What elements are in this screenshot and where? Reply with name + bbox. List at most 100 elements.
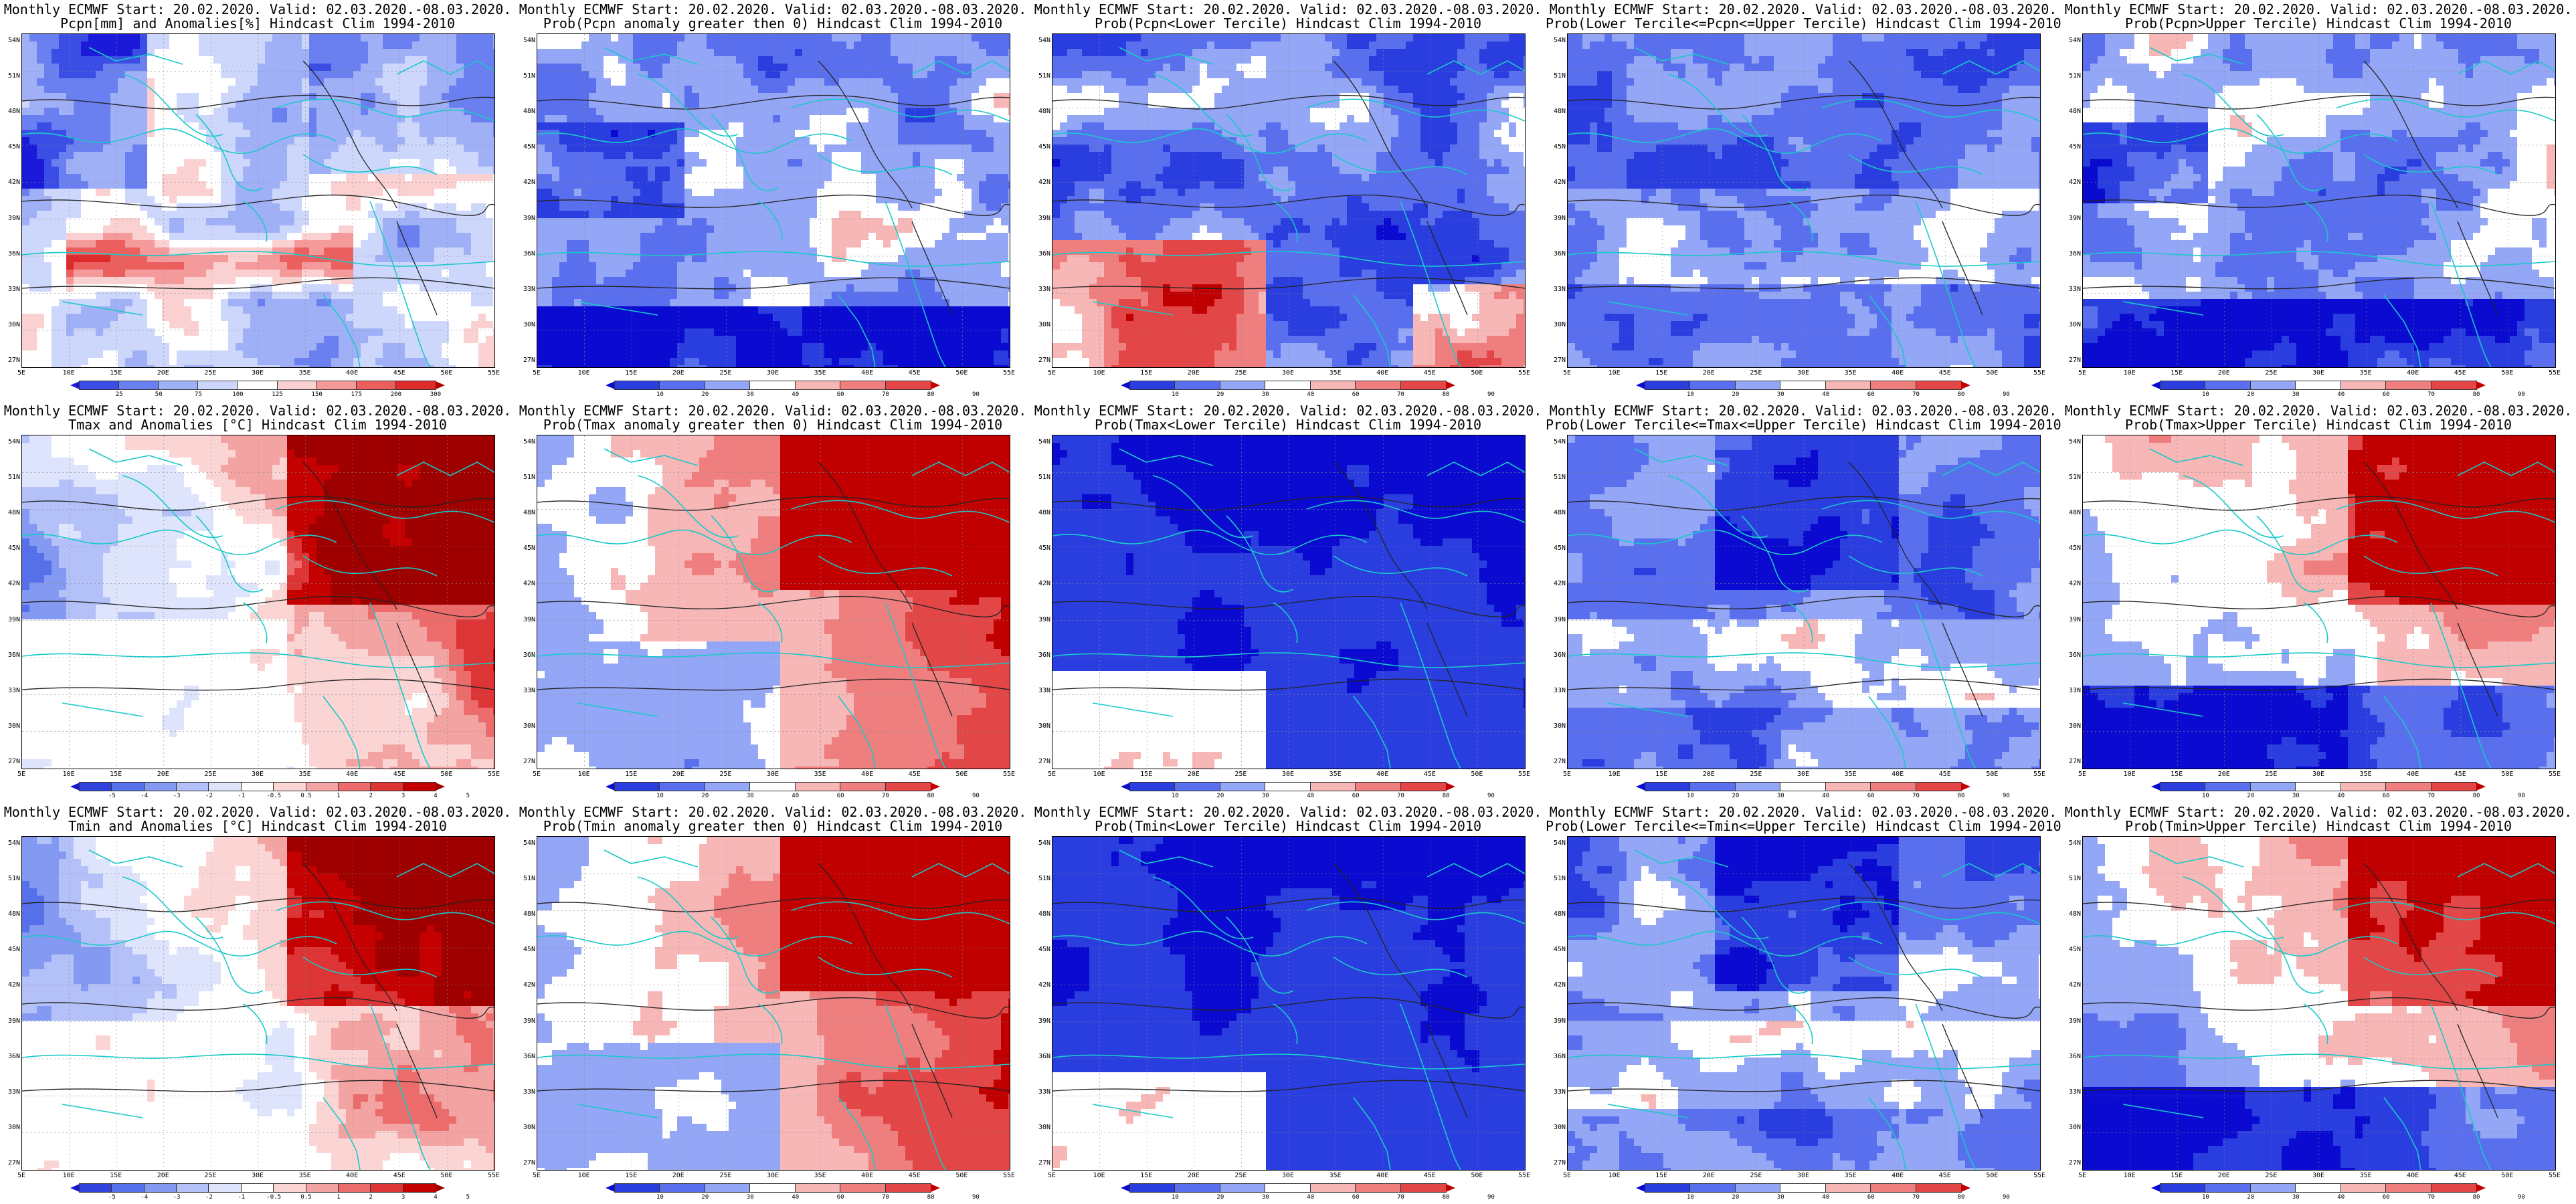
colorbar-tick-label: 2 [369, 793, 373, 799]
colorbar-tick-label: 80 [2473, 1194, 2480, 1201]
contour-line [1568, 678, 2040, 691]
latitude-label: 48N [517, 911, 535, 918]
coastline [1942, 462, 2040, 476]
colorbar-segment [1129, 782, 1176, 791]
longitude-label: 10E [574, 771, 594, 778]
latitude-label: 42N [2062, 982, 2081, 989]
panel-title-line2: Prob(Pcpn anomaly greater then 0) Hindca… [515, 16, 1030, 31]
colorbar-segment [614, 1183, 661, 1193]
colorbar [1636, 381, 1970, 390]
colorbar-tick-label: 60 [2383, 793, 2390, 799]
colorbar-segment [1780, 1183, 1827, 1193]
latitude-label: 45N [1, 946, 20, 953]
colorbar-tick-label: 10 [1687, 1194, 1694, 1201]
longitude-label: 15E [621, 370, 641, 377]
coastline [2363, 555, 2498, 577]
longitude-label: 10E [1089, 771, 1109, 778]
colorbar-tick-label: 10 [1172, 793, 1179, 799]
colorbar-segment [2295, 1183, 2342, 1193]
latitude-label: 36N [2062, 651, 2081, 659]
longitude-label: 35E [1325, 370, 1346, 377]
colorbar [1636, 782, 1970, 791]
colorbar-tick-label: 10 [656, 793, 664, 799]
longitude-label: 30E [1793, 370, 1813, 377]
longitude-label: 40E [2403, 1173, 2423, 1179]
longitude-label: 55E [999, 370, 1019, 377]
colorbar-segment [1219, 381, 1267, 390]
longitude-label: 10E [1089, 1173, 1109, 1179]
coastline [2149, 448, 2244, 466]
longitude-label: 35E [1841, 370, 1861, 377]
coastline [2083, 652, 2555, 668]
contour-line [22, 496, 494, 511]
latitude-label: 48N [2062, 510, 2081, 516]
contour-line [1427, 221, 1468, 316]
colorbar-segment [2249, 782, 2297, 791]
coastline [2083, 930, 2398, 957]
contour-line [2083, 897, 2555, 912]
colorbar-segment [749, 782, 796, 791]
colorbar-segment [402, 1183, 436, 1193]
latitude-label: 54N [1547, 439, 1566, 445]
longitude-label: 5E [1042, 370, 1062, 377]
contour-line [396, 221, 438, 316]
latitude-label: 39N [517, 616, 535, 623]
colorbar-arrow-left [1121, 1184, 1130, 1192]
longitude-label: 40E [857, 1173, 877, 1179]
panel-title-line2: Prob(Pcpn>Upper Tercile) Hindcast Clim 1… [2061, 16, 2576, 31]
coastline [2303, 1003, 2328, 1045]
colorbar-tick-label: 30 [2292, 1194, 2300, 1201]
colorbar-arrow-left [1121, 381, 1130, 389]
contour-line [1848, 863, 1943, 1011]
colorbar [70, 782, 445, 791]
panel-title-line1: Monthly ECMWF Start: 20.02.2020. Valid: … [2061, 403, 2576, 418]
coastline [195, 515, 264, 593]
colorbar-segment [1825, 381, 1872, 390]
colorbar-segment [1689, 1183, 1736, 1193]
contour-line [22, 897, 494, 912]
colorbar-segment [276, 381, 318, 390]
latitude-label: 36N [517, 1053, 535, 1060]
colorbar-segment [2205, 1183, 2251, 1193]
latitude-label: 39N [2062, 616, 2081, 623]
coastline [1119, 448, 1214, 466]
longitude-label: 30E [248, 1173, 268, 1179]
coastline [1915, 1003, 1976, 1170]
coastline [1273, 602, 1298, 643]
longitude-label: 35E [2356, 1173, 2376, 1179]
latitude-label: 45N [2062, 545, 2081, 552]
map-panel: Monthly ECMWF Start: 20.02.2020. Valid: … [1030, 0, 1546, 401]
colorbar-segment [2340, 782, 2387, 791]
colorbar [1121, 381, 1455, 390]
longitude-label: 40E [1372, 370, 1392, 377]
colorbar-tick-label: 30 [2292, 391, 2300, 398]
field-shading [1568, 837, 2040, 1170]
longitude-label: 5E [1042, 1173, 1062, 1179]
coastline [1226, 515, 1294, 593]
coastline [302, 555, 438, 577]
coastline [88, 47, 183, 65]
longitude-label: 10E [59, 771, 79, 778]
colorbar [2151, 1183, 2486, 1193]
forecast-map [1567, 33, 2041, 368]
panel-title-line2: Prob(Tmax anomaly greater then 0) Hindca… [515, 417, 1030, 432]
colorbar-arrow-right [1960, 783, 1970, 791]
colorbar-tick-label: 10 [2202, 793, 2209, 799]
coastline [577, 301, 658, 316]
colorbar [1121, 1183, 1455, 1193]
latitude-label: 27N [1, 357, 20, 364]
colorbar-tick-label: 60 [837, 793, 844, 799]
latitude-label: 51N [1547, 73, 1566, 80]
colorbar-segment [1644, 782, 1691, 791]
longitude-label: 20E [668, 771, 688, 778]
colorbar-tick-label: 80 [1443, 391, 1450, 398]
coastline [1821, 98, 2040, 122]
coastline [1306, 901, 1525, 924]
coastline [2383, 1097, 2421, 1170]
field-shading [1568, 435, 2040, 769]
colorbar-arrow-right [1445, 1184, 1455, 1192]
contour-line [2083, 997, 2555, 1019]
panel-title-line1: Monthly ECMWF Start: 20.02.2020. Valid: … [1030, 2, 1546, 17]
colorbar-tick-label: 60 [1867, 391, 1875, 398]
longitude-label: 25E [715, 771, 735, 778]
